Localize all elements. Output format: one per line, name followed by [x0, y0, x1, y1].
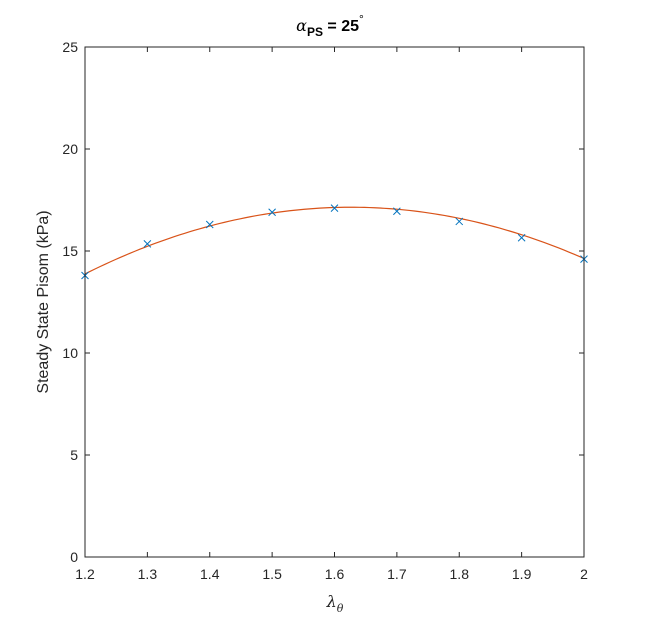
x-tick-label: 1.7 — [387, 566, 407, 582]
x-tick-label: 1.9 — [512, 566, 532, 582]
data-point-marker — [143, 240, 152, 248]
x-tick-label: 1.6 — [325, 566, 345, 582]
x-axis-label: λθ — [326, 592, 344, 615]
x-tick-label: 2 — [580, 566, 588, 582]
x-tick-label: 1.3 — [138, 566, 158, 582]
x-axis-symbol: λ — [326, 592, 337, 611]
data-point-marker — [517, 233, 526, 242]
x-axis-subscript: θ — [337, 602, 344, 615]
x-tick-label: 1.4 — [200, 566, 220, 582]
x-axis-ticks: 1.2 1.3 1.4 1.5 1.6 1.7 1.8 1.9 2 — [75, 47, 588, 582]
title-symbol: α — [296, 16, 307, 35]
data-point-marker — [205, 220, 214, 229]
y-axis-label: Steady State Pisom (kPa) — [35, 210, 52, 393]
data-point-marker — [393, 207, 401, 216]
title-subscript: PS — [307, 25, 323, 39]
y-tick-label: 15 — [62, 243, 78, 259]
title-value: = 25 — [323, 18, 359, 35]
x-tick-label: 1.5 — [262, 566, 282, 582]
title-degree: ° — [359, 12, 364, 26]
data-point-marker — [455, 217, 464, 226]
y-tick-label: 20 — [62, 141, 78, 157]
x-tick-label: 1.8 — [450, 566, 470, 582]
plot-area — [85, 47, 584, 557]
y-axis-ticks: 0 5 10 15 20 25 — [62, 39, 584, 565]
x-tick-label: 1.2 — [75, 566, 95, 582]
y-tick-label: 10 — [62, 345, 78, 361]
data-point-marker — [330, 204, 339, 213]
chart-title: αPS = 25° — [296, 12, 364, 39]
data-point-marker — [268, 208, 276, 217]
y-tick-label: 25 — [62, 39, 78, 55]
y-tick-label: 5 — [70, 447, 78, 463]
y-tick-label: 0 — [70, 549, 78, 565]
